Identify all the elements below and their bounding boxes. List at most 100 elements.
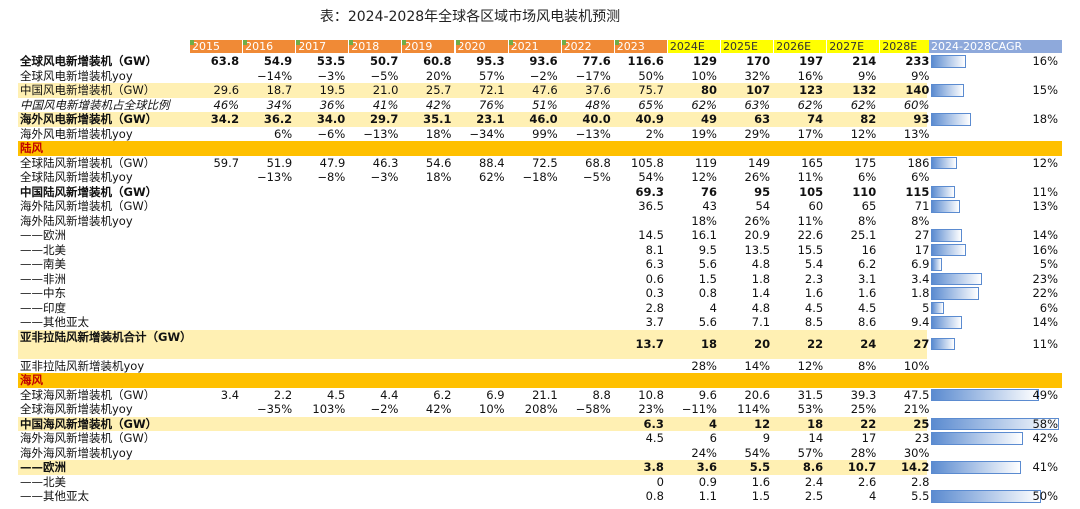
- value-cell: 54: [755, 199, 771, 213]
- value-cell: 88.4: [478, 155, 505, 170]
- value-cell: 65: [861, 199, 877, 213]
- value-cell: 175: [854, 155, 877, 170]
- value-cell: 77.6: [582, 54, 611, 68]
- value-cell: 18: [807, 416, 824, 431]
- value-cell: 4: [868, 489, 877, 503]
- value-cell: 10%: [691, 68, 717, 83]
- value-cell: −2%: [370, 402, 399, 416]
- row-label: ——其他亚太: [20, 315, 89, 329]
- header-accent: [349, 40, 354, 45]
- value-cell: 26%: [744, 213, 771, 228]
- value-cell: 20: [754, 336, 771, 351]
- value-cell: 46%: [213, 97, 240, 112]
- row-label: 海外风电新增装机（GW）: [20, 112, 158, 126]
- value-cell: 4.8: [751, 300, 771, 315]
- header-cell: 2026E: [774, 40, 827, 53]
- cagr-label: 5%: [1039, 257, 1058, 271]
- header-cell: 2022: [561, 40, 614, 53]
- value-cell: 22.6: [797, 228, 824, 242]
- value-cell: 2.5: [804, 489, 824, 503]
- value-cell: 9.5: [698, 242, 717, 257]
- cagr-bar: [931, 200, 960, 213]
- header-cell: 2020: [455, 40, 508, 53]
- header-cell: 2027E: [827, 40, 880, 53]
- header-accent: [402, 40, 407, 45]
- cagr-label: 11%: [1032, 184, 1058, 199]
- value-cell: 115: [905, 184, 930, 199]
- value-cell: 9%: [911, 68, 930, 83]
- value-cell: 47.6: [532, 83, 558, 97]
- value-cell: 82: [860, 112, 877, 126]
- value-cell: −13%: [575, 126, 611, 141]
- value-cell: 95: [754, 184, 771, 199]
- cagr-label: 58%: [1032, 416, 1058, 431]
- value-cell: 6: [709, 431, 717, 445]
- value-cell: −2%: [529, 68, 558, 83]
- header-cell: 2028E: [880, 40, 933, 53]
- value-cell: 27: [913, 336, 930, 351]
- value-cell: 48%: [585, 97, 611, 112]
- cagr-bar: [931, 185, 956, 198]
- value-cell: 3.4: [911, 271, 930, 286]
- value-cell: −58%: [575, 402, 611, 416]
- value-cell: 29.6: [213, 83, 240, 97]
- value-cell: 47.5: [903, 387, 930, 402]
- value-cell: −5%: [370, 68, 399, 83]
- value-cell: 54.6: [425, 155, 452, 170]
- value-cell: 54%: [638, 170, 664, 184]
- section-label: 陆风: [20, 141, 43, 155]
- row-highlight: [18, 416, 927, 431]
- row-label: 海外陆风新增装机yoy: [20, 213, 133, 228]
- value-cell: 4.8: [751, 257, 771, 271]
- value-cell: 50%: [638, 68, 664, 83]
- cagr-label: 15%: [1032, 83, 1058, 97]
- value-cell: −6%: [317, 126, 346, 141]
- value-cell: 17%: [797, 126, 824, 141]
- value-cell: 18: [700, 336, 717, 351]
- value-cell: 60: [808, 199, 824, 213]
- value-cell: 99%: [532, 126, 558, 141]
- value-cell: 54.9: [263, 54, 293, 68]
- cagr-bar: [931, 301, 945, 314]
- row-label: ——北美: [20, 242, 66, 257]
- cagr-label: 42%: [1032, 431, 1058, 445]
- header-cell: 2025E: [721, 40, 774, 53]
- value-cell: 110: [852, 184, 877, 199]
- value-cell: 46.3: [372, 155, 399, 170]
- row-label: 亚非拉陆风新增装机yoy: [20, 358, 145, 373]
- row-highlight: [18, 112, 927, 127]
- row-label: 亚非拉陆风新增装机合计（GW）: [20, 329, 192, 344]
- row-label: 全球海风新增装机yoy: [20, 402, 133, 416]
- value-cell: 51.9: [266, 155, 293, 170]
- value-cell: 114%: [737, 402, 771, 416]
- value-cell: 63%: [744, 97, 771, 112]
- value-cell: 4.5: [804, 300, 824, 315]
- value-cell: 62%: [479, 170, 505, 184]
- value-cell: 4: [708, 416, 717, 431]
- value-cell: 24%: [691, 445, 717, 460]
- value-cell: 13.5: [744, 242, 771, 257]
- value-cell: 40.9: [635, 112, 664, 126]
- value-cell: 93.6: [529, 54, 558, 68]
- value-cell: 4.5: [857, 300, 877, 315]
- value-cell: 1.6: [857, 286, 877, 300]
- value-cell: 80: [700, 83, 717, 97]
- value-cell: −13%: [363, 126, 399, 141]
- row-label: 海外海风新增装机（GW）: [20, 431, 156, 445]
- value-cell: 129: [692, 54, 717, 68]
- value-cell: 186: [907, 155, 930, 170]
- header-cell: 2015: [190, 40, 243, 53]
- value-cell: 197: [799, 54, 824, 68]
- value-cell: 74: [807, 112, 824, 126]
- cagr-label: 50%: [1032, 489, 1058, 503]
- value-cell: 46.0: [529, 112, 558, 126]
- value-cell: 34.0: [316, 112, 346, 126]
- value-cell: 36.2: [263, 112, 293, 126]
- value-cell: 0: [656, 474, 664, 489]
- cagr-label: 16%: [1032, 242, 1058, 257]
- value-cell: 20%: [425, 68, 452, 83]
- value-cell: 50.7: [370, 54, 399, 68]
- value-cell: 59.7: [213, 155, 240, 170]
- row-label: 全球海风新增装机（GW）: [20, 387, 156, 402]
- value-cell: 54%: [744, 445, 771, 460]
